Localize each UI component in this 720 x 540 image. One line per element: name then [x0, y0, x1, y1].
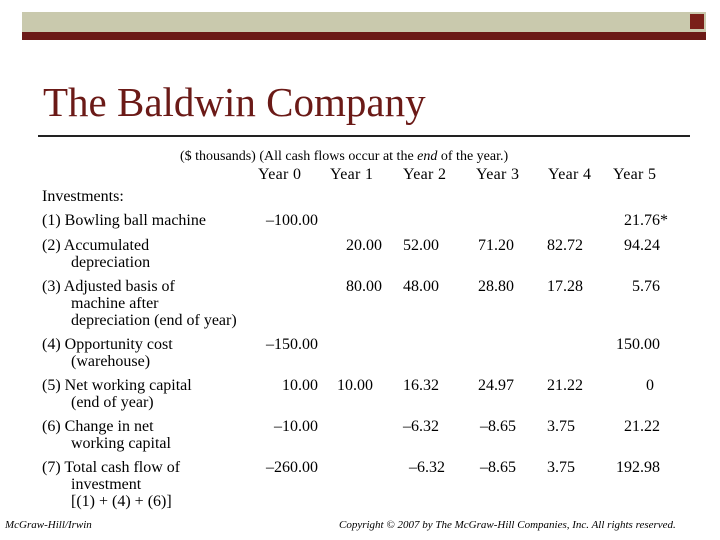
subtitle: ($ thousands) (All cash flows occur at t…: [180, 148, 508, 165]
row-2-year-3: 71.20: [478, 237, 514, 254]
row-5-label-cont: (end of year): [71, 394, 154, 411]
banner-corner-square: [690, 14, 704, 29]
row-2-year-4: 82.72: [547, 237, 583, 254]
row-7-year-2: –6.32: [409, 459, 445, 476]
row-5-year-0: 10.00: [282, 377, 318, 394]
row-6-label-cont: working capital: [71, 435, 171, 452]
footer-publisher: McGraw-Hill/Irwin: [5, 519, 92, 531]
row-6-year-5: 21.22: [624, 418, 660, 435]
row-7-year-3: –8.65: [480, 459, 516, 476]
row-7-year-0: –260.00: [266, 459, 318, 476]
row-5-year-3: 24.97: [478, 377, 514, 394]
row-2-year-2: 52.00: [403, 237, 439, 254]
row-6-year-2: –6.32: [403, 418, 439, 435]
row-2-label-cont: depreciation: [71, 254, 151, 271]
row-4-label: (4) Opportunity cost: [42, 336, 173, 353]
row-3-year-5: 5.76: [632, 278, 660, 295]
row-4-year-0: –150.00: [266, 336, 318, 353]
row-6-label: (6) Change in net: [42, 418, 154, 435]
row-1-year-0: –100.00: [266, 212, 318, 229]
row-4-year-5: 150.00: [616, 336, 660, 353]
row-3-year-2: 48.00: [403, 278, 439, 295]
row-5-year-5: 0: [646, 377, 654, 394]
row-3-label-cont-2: depreciation (end of year): [71, 312, 237, 329]
row-3-year-4: 17.28: [547, 278, 583, 295]
subtitle-emphasis: end: [417, 149, 438, 164]
row-2-year-5: 94.24: [624, 237, 660, 254]
row-3-year-3: 28.80: [478, 278, 514, 295]
row-2-label: (2) Accumulated: [42, 237, 150, 254]
subtitle-post: of the year.): [437, 149, 509, 164]
row-7-label-cont-2: [(1) + (4) + (6)]: [71, 493, 172, 510]
row-7-label-cont-1: investment: [71, 476, 142, 493]
row-7-year-4: 3.75: [547, 459, 575, 476]
banner-olive-band: [22, 12, 706, 32]
footer-copyright: Copyright © 2007 by The McGraw-Hill Comp…: [339, 519, 676, 531]
year-header-4: Year 4: [548, 166, 592, 183]
row-7-label: (7) Total cash flow of: [42, 459, 181, 476]
year-header-2: Year 2: [403, 166, 447, 183]
subtitle-pre: ($ thousands) (All cash flows occur at t…: [180, 149, 418, 164]
section-label: Investments:: [42, 188, 124, 205]
year-header-0: Year 0: [258, 166, 302, 183]
row-1-year-5: 21.76*: [624, 212, 668, 229]
row-3-label: (3) Adjusted basis of: [42, 278, 175, 295]
banner-maroon-band: [22, 32, 706, 40]
slide-title: The Baldwin Company: [43, 79, 426, 125]
row-5-year-4: 21.22: [547, 377, 583, 394]
row-5-year-2: 16.32: [403, 377, 439, 394]
row-7-year-5: 192.98: [616, 459, 660, 476]
row-1-label: (1) Bowling ball machine: [42, 212, 206, 229]
year-header-1: Year 1: [330, 166, 374, 183]
year-header-3: Year 3: [476, 166, 520, 183]
row-6-year-4: 3.75: [547, 418, 575, 435]
row-3-label-cont-1: machine after: [71, 295, 159, 312]
title-rule: [38, 135, 690, 137]
top-banner: [22, 12, 706, 40]
row-4-label-cont: (warehouse): [71, 353, 151, 370]
row-5-label: (5) Net working capital: [42, 377, 192, 394]
row-5-year-1: 10.00: [337, 377, 373, 394]
row-2-year-1: 20.00: [346, 237, 382, 254]
row-3-year-1: 80.00: [346, 278, 382, 295]
row-6-year-0: –10.00: [274, 418, 318, 435]
row-6-year-3: –8.65: [480, 418, 516, 435]
year-header-5: Year 5: [613, 166, 657, 183]
